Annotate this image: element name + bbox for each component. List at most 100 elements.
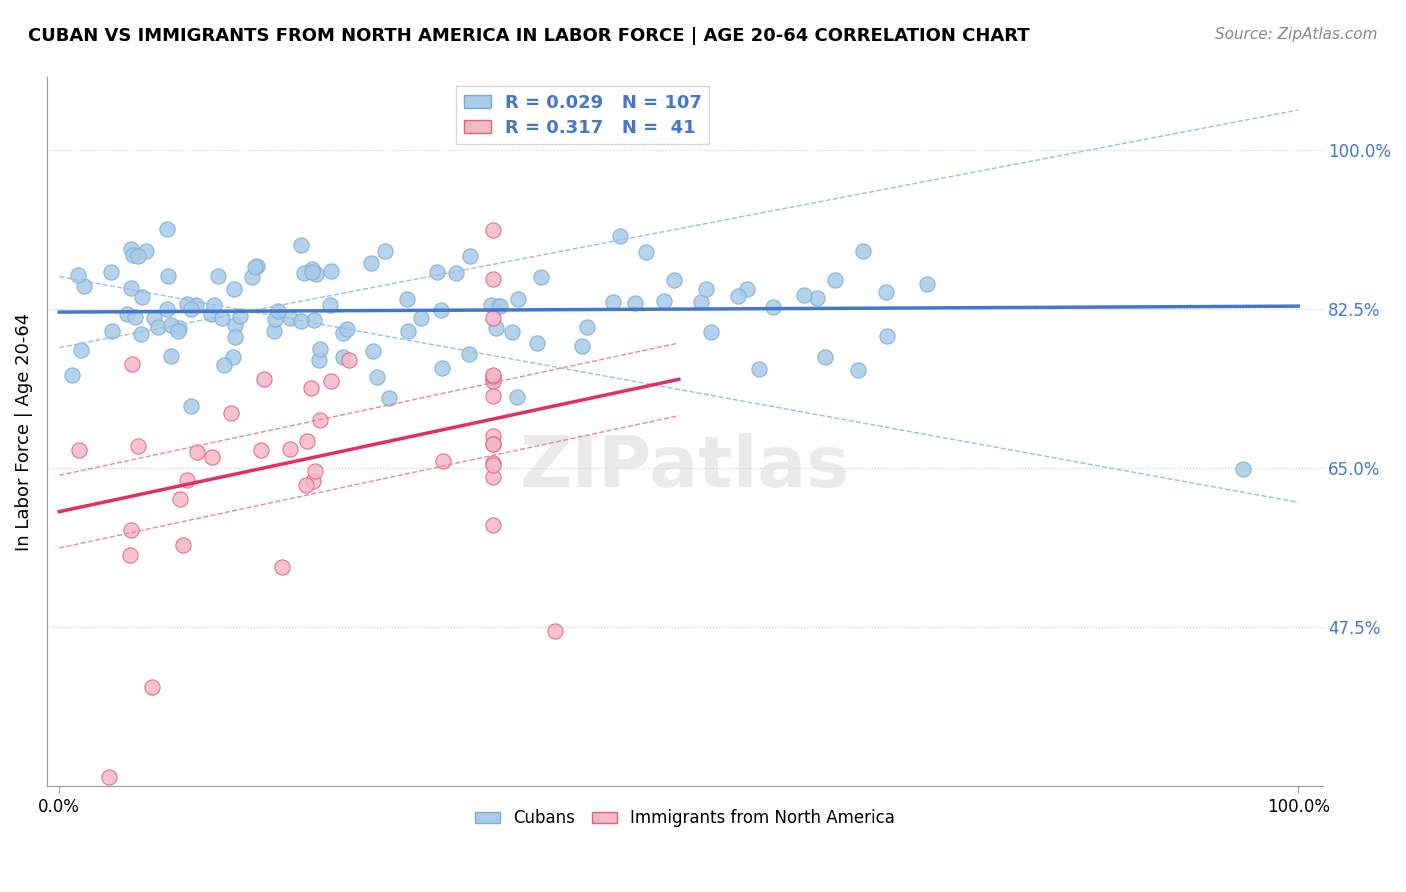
Point [505, 390, 527, 404]
Point [118, 548, 141, 562]
Point [806, 291, 828, 305]
Point [623, 296, 645, 310]
Point [200, 307, 222, 321]
Point [67, 443, 90, 458]
Point [224, 330, 246, 344]
Point [482, 368, 505, 382]
Point [321, 264, 343, 278]
Point [544, 624, 567, 639]
Point [295, 434, 318, 449]
Point [360, 256, 382, 270]
Point [457, 347, 479, 361]
Point [249, 443, 271, 458]
Point [432, 454, 454, 468]
Point [263, 324, 285, 338]
Point [727, 289, 749, 303]
Point [66, 268, 89, 282]
Point [221, 351, 243, 365]
Point [292, 266, 315, 280]
Point [290, 237, 312, 252]
Point [762, 300, 785, 314]
Point [264, 311, 287, 326]
Point [846, 363, 869, 377]
Point [159, 318, 181, 332]
Point [366, 370, 388, 384]
Point [501, 325, 523, 339]
Point [127, 249, 149, 263]
Point [278, 442, 301, 456]
Point [662, 273, 685, 287]
Point [396, 324, 419, 338]
Point [814, 351, 837, 365]
Point [135, 244, 157, 259]
Point [186, 445, 208, 459]
Point [100, 265, 122, 279]
Point [430, 303, 453, 318]
Point [97, 770, 120, 784]
Point [824, 273, 846, 287]
Point [571, 339, 593, 353]
Point [222, 282, 245, 296]
Point [917, 277, 939, 292]
Point [156, 269, 179, 284]
Point [245, 260, 267, 275]
Point [875, 285, 897, 300]
Point [444, 266, 467, 280]
Point [146, 319, 169, 334]
Point [240, 269, 263, 284]
Point [482, 458, 505, 472]
Point [636, 245, 658, 260]
Point [180, 302, 202, 317]
Point [482, 371, 505, 385]
Point [336, 322, 359, 336]
Point [176, 474, 198, 488]
Text: CUBAN VS IMMIGRANTS FROM NORTH AMERICA IN LABOR FORCE | AGE 20-64 CORRELATION CH: CUBAN VS IMMIGRANTS FROM NORTH AMERICA I… [28, 27, 1029, 45]
Point [176, 297, 198, 311]
Point [332, 350, 354, 364]
Point [301, 262, 323, 277]
Point [172, 538, 194, 552]
Point [852, 244, 875, 258]
Point [321, 374, 343, 388]
Point [70, 343, 93, 357]
Point [482, 437, 505, 451]
Point [482, 429, 505, 443]
Point [482, 389, 505, 403]
Point [302, 475, 325, 489]
Point [430, 361, 453, 376]
Point [609, 228, 631, 243]
Point [482, 271, 505, 285]
Point [602, 294, 624, 309]
Point [299, 381, 322, 395]
Point [485, 320, 508, 334]
Point [142, 311, 165, 326]
Point [526, 336, 548, 351]
Point [479, 298, 502, 312]
Point [361, 343, 384, 358]
Point [267, 303, 290, 318]
Point [482, 470, 505, 484]
Point [246, 259, 269, 273]
Point [488, 299, 510, 313]
Point [508, 293, 530, 307]
Point [212, 358, 235, 372]
Point [127, 439, 149, 453]
Point [396, 293, 419, 307]
Point [156, 301, 179, 316]
Point [700, 325, 723, 339]
Point [482, 223, 505, 237]
Point [120, 242, 142, 256]
Point [458, 249, 481, 263]
Point [271, 560, 294, 574]
Point [748, 362, 770, 376]
Point [166, 324, 188, 338]
Point [378, 391, 401, 405]
Point [695, 281, 717, 295]
Point [202, 298, 225, 312]
Point [482, 374, 505, 388]
Point [169, 491, 191, 506]
Y-axis label: In Labor Force | Age 20-64: In Labor Force | Age 20-64 [15, 312, 32, 550]
Point [156, 221, 179, 235]
Point [482, 437, 505, 451]
Point [200, 450, 222, 465]
